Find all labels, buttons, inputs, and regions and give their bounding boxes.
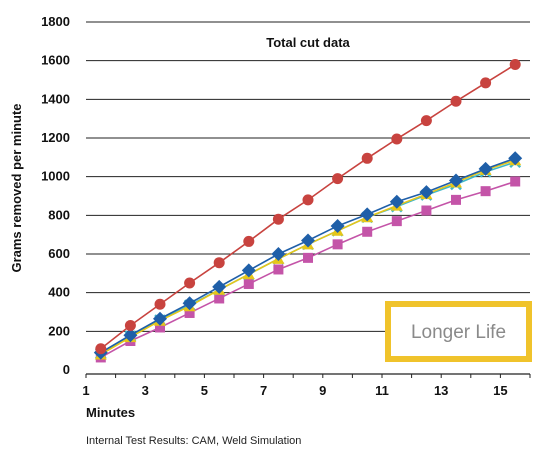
- x-tick-label: 1: [82, 383, 89, 398]
- data-point: [391, 216, 402, 227]
- data-point: [421, 205, 432, 216]
- data-point: [95, 343, 107, 355]
- y-tick-label: 0: [63, 362, 70, 377]
- data-point: [243, 235, 255, 247]
- data-point: [214, 293, 225, 304]
- data-point: [273, 264, 284, 275]
- y-tick-label: 1800: [41, 14, 70, 29]
- data-point: [212, 279, 227, 294]
- data-point: [480, 77, 492, 89]
- y-tick-label: 600: [48, 246, 70, 261]
- data-point: [509, 59, 521, 71]
- x-tick-label: 15: [493, 383, 507, 398]
- series-layer: [93, 59, 523, 363]
- data-point: [302, 194, 314, 206]
- data-point: [508, 151, 523, 166]
- chart-caption: Internal Test Results: CAM, Weld Simulat…: [86, 435, 301, 447]
- data-point: [478, 161, 493, 176]
- data-point: [361, 152, 373, 164]
- data-point: [510, 176, 521, 187]
- data-point: [332, 239, 343, 250]
- series-0: [95, 59, 521, 355]
- longer-life-badge: Longer Life: [385, 301, 532, 362]
- data-point: [360, 207, 375, 222]
- data-point: [389, 194, 404, 209]
- badge-text: Longer Life: [411, 322, 506, 343]
- data-point: [330, 218, 345, 233]
- data-point: [213, 257, 225, 269]
- y-axis-title: Grams removed per minute: [9, 103, 24, 272]
- y-tick-label: 1000: [41, 169, 70, 184]
- data-point: [182, 296, 197, 311]
- y-tick-label: 800: [48, 207, 70, 222]
- data-point: [271, 247, 286, 261]
- data-point: [362, 226, 373, 237]
- x-axis: 1 3 5 7 9 11 13 15: [82, 373, 531, 398]
- data-point: [154, 298, 166, 310]
- data-point: [301, 233, 315, 248]
- data-point: [272, 213, 284, 225]
- x-tick-label: 5: [201, 383, 208, 398]
- data-point: [184, 307, 195, 318]
- y-tick-label: 1200: [41, 130, 70, 145]
- data-point: [155, 322, 165, 333]
- data-point: [243, 278, 254, 289]
- data-point: [123, 328, 138, 343]
- x-tick-label: 7: [260, 383, 267, 398]
- y-tick-label: 400: [48, 285, 70, 300]
- data-point: [450, 95, 462, 107]
- chart-title: Total cut data: [266, 35, 350, 50]
- data-point: [184, 277, 196, 289]
- data-point: [391, 133, 403, 145]
- grid-lines: [86, 21, 530, 332]
- badge-border: [385, 301, 532, 362]
- x-tick-label: 3: [142, 383, 149, 398]
- data-point: [449, 173, 463, 188]
- data-point: [420, 115, 432, 127]
- y-axis-tick-labels: 0 200 400 600 800 1000 1200 1400 1600 1800: [41, 14, 70, 377]
- data-point: [124, 320, 136, 332]
- data-point: [419, 185, 434, 200]
- data-point: [153, 311, 167, 326]
- x-tick-label: 11: [375, 383, 389, 398]
- data-point: [332, 173, 344, 185]
- series-1: [93, 151, 523, 360]
- y-tick-label: 1400: [41, 91, 70, 106]
- data-point: [241, 263, 256, 278]
- x-tick-label: 9: [319, 383, 326, 398]
- x-tick-label: 13: [434, 383, 448, 398]
- data-point: [303, 252, 313, 263]
- y-tick-label: 200: [48, 323, 70, 338]
- data-point: [451, 194, 461, 205]
- y-tick-label: 1600: [41, 53, 70, 68]
- data-point: [480, 186, 491, 197]
- x-axis-title: Minutes: [86, 405, 135, 420]
